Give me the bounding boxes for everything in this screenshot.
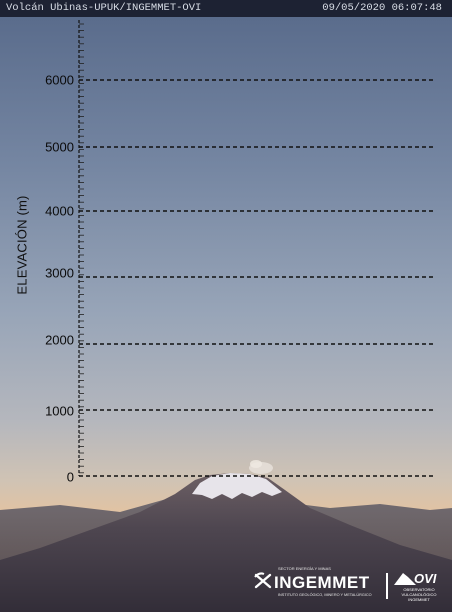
tick-0: 0 <box>66 469 74 485</box>
pickaxe-icon <box>254 572 272 589</box>
ingemmet-sector-text: SECTOR ENERGÍA Y MINAS <box>278 566 331 571</box>
camera-label: Volcán Ubinas-UPUK/INGEMMET-OVI <box>6 2 202 14</box>
logo-area: SECTOR ENERGÍA Y MINAS INGEMMET INSTITUT… <box>254 565 444 603</box>
tick-5000: 5000 <box>45 139 74 155</box>
tick-1000: 1000 <box>45 403 74 419</box>
ovi-subtitle: OBSERVATORIO VULCANOLÓGICO INGEMMET <box>401 587 437 602</box>
minor-ticks <box>79 23 84 474</box>
ingemmet-subtitle: INSTITUTO GEOLÓGICO, MINERO Y METALÚRGIC… <box>278 593 372 597</box>
tick-2000: 2000 <box>45 332 74 348</box>
logo-divider <box>386 573 388 599</box>
tick-4000: 4000 <box>45 203 74 219</box>
ovi-logo: OVI <box>414 571 437 586</box>
volcano-logo-icon <box>394 573 416 585</box>
tick-3000: 3000 <box>45 265 74 281</box>
ingemmet-logo: INGEMMET <box>274 573 370 592</box>
timestamp: 09/05/2020 06:07:48 <box>322 2 442 14</box>
volcano <box>0 473 452 612</box>
snow-cap <box>192 473 282 499</box>
tick-6000: 6000 <box>45 72 74 88</box>
elevation-guides <box>79 79 433 477</box>
camera-info-bar: Volcán Ubinas-UPUK/INGEMMET-OVI 09/05/20… <box>0 0 452 17</box>
elevation-axis-label: ELEVACIÓN (m) <box>14 195 30 295</box>
